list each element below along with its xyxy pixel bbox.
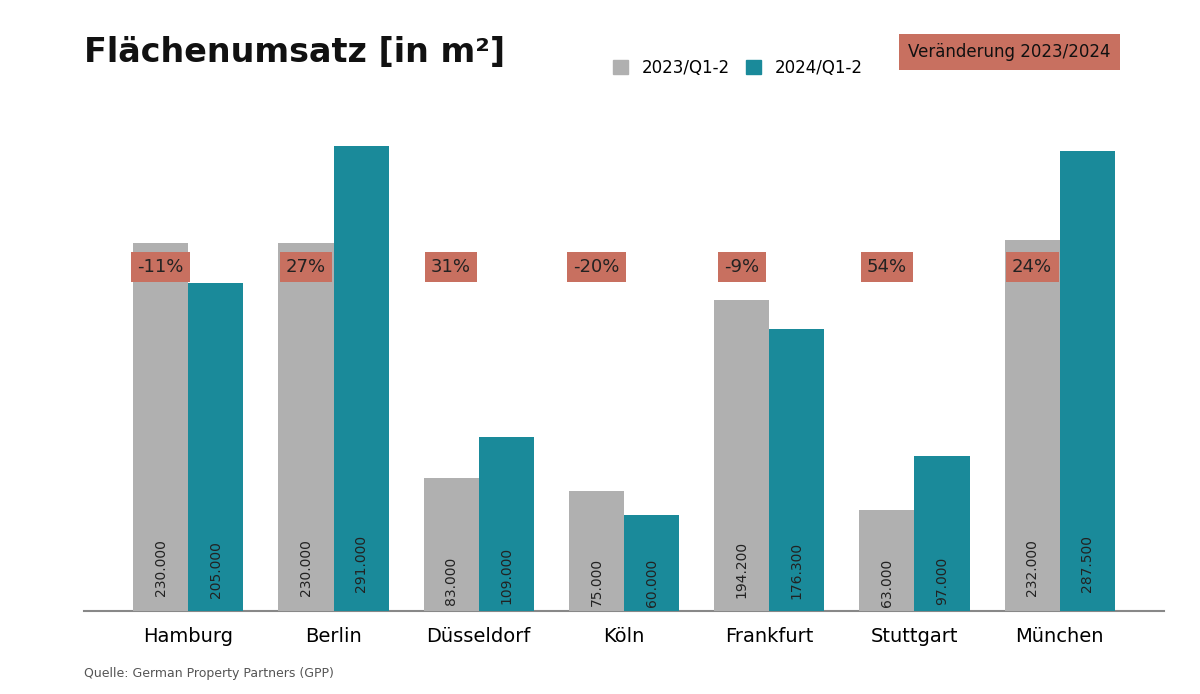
Text: 54%: 54% <box>866 258 907 276</box>
Bar <box>334 146 389 611</box>
Text: 63.000: 63.000 <box>880 559 894 607</box>
Text: 24%: 24% <box>1012 258 1052 276</box>
Bar <box>424 478 479 611</box>
Text: -20%: -20% <box>574 258 619 276</box>
Text: Quelle: German Property Partners (GPP): Quelle: German Property Partners (GPP) <box>84 667 334 680</box>
Bar <box>479 437 534 611</box>
Legend: 2023/Q1-2, 2024/Q1-2: 2023/Q1-2, 2024/Q1-2 <box>607 52 870 83</box>
Text: Veränderung 2023/2024: Veränderung 2023/2024 <box>908 43 1111 61</box>
Text: 205.000: 205.000 <box>209 541 223 598</box>
Text: -9%: -9% <box>724 258 760 276</box>
Text: 230.000: 230.000 <box>154 539 168 596</box>
Text: 230.000: 230.000 <box>299 539 313 596</box>
Text: 31%: 31% <box>431 258 472 276</box>
Text: 75.000: 75.000 <box>589 558 604 606</box>
Bar <box>569 491 624 611</box>
Text: -11%: -11% <box>138 258 184 276</box>
Text: 287.500: 287.500 <box>1080 535 1094 593</box>
Bar <box>133 243 188 611</box>
Text: 109.000: 109.000 <box>499 547 514 604</box>
Bar <box>188 283 244 611</box>
Text: 60.000: 60.000 <box>644 559 659 607</box>
Text: 27%: 27% <box>286 258 326 276</box>
Bar <box>769 329 824 611</box>
Text: 97.000: 97.000 <box>935 557 949 604</box>
Bar <box>1004 240 1060 611</box>
Bar <box>1060 151 1115 611</box>
Text: Flächenumsatz [in m²]: Flächenumsatz [in m²] <box>84 37 505 69</box>
Text: 83.000: 83.000 <box>444 557 458 605</box>
Text: 291.000: 291.000 <box>354 535 368 592</box>
Text: 232.000: 232.000 <box>1025 539 1039 596</box>
Bar <box>714 301 769 611</box>
Bar <box>914 456 970 611</box>
Text: 194.200: 194.200 <box>734 541 749 598</box>
Bar <box>859 510 914 611</box>
Bar <box>624 515 679 611</box>
Bar <box>278 243 334 611</box>
Text: 176.300: 176.300 <box>790 542 804 600</box>
